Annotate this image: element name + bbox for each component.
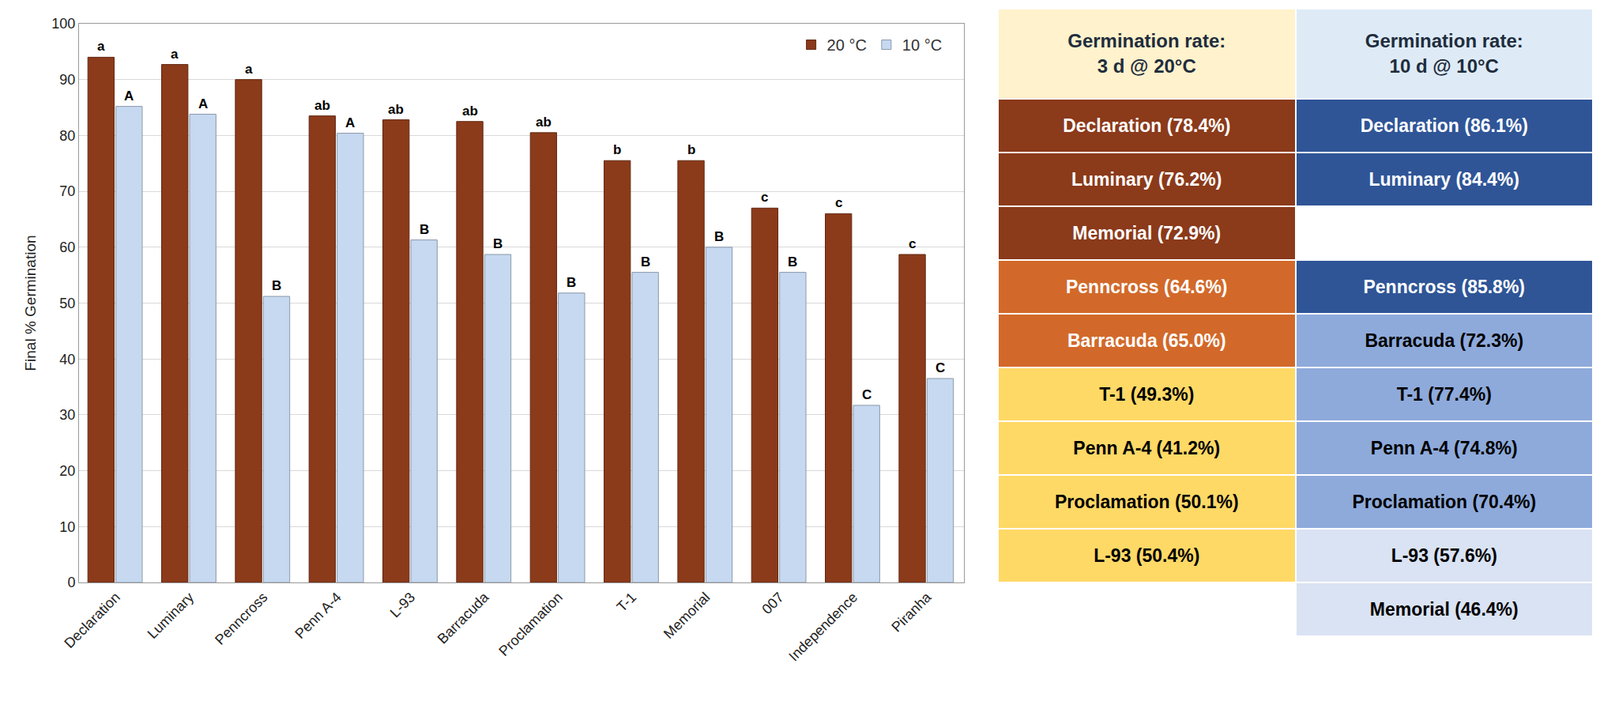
svg-text:c: c [908, 236, 916, 252]
svg-text:A: A [198, 96, 208, 112]
svg-text:B: B [640, 254, 651, 270]
svg-text:100: 100 [51, 15, 76, 32]
svg-text:B: B [787, 254, 798, 270]
svg-text:Barracuda: Barracuda [434, 588, 494, 648]
html-text:Penncross (85.8%): Penncross (85.8%) [1363, 276, 1525, 297]
svg-text:B: B [493, 236, 503, 252]
html-text:L-93 (50.4%): L-93 (50.4%) [1093, 544, 1200, 566]
svg-text:a: a [244, 61, 253, 77]
html-text:Penncross (64.6%): Penncross (64.6%) [1065, 276, 1228, 297]
html-text:Memorial (72.9%): Memorial (72.9%) [1072, 222, 1221, 243]
svg-text:B: B [566, 274, 576, 290]
html-text:Penn A-4 (74.8%): Penn A-4 (74.8%) [1370, 437, 1518, 458]
svg-text:20 °C: 20 °C [827, 36, 867, 54]
svg-text:Piranha: Piranha [888, 588, 936, 636]
svg-text:a: a [170, 46, 179, 62]
svg-text:ab: ab [462, 103, 479, 119]
html-text:Proclamation (50.1%): Proclamation (50.1%) [1054, 491, 1239, 512]
html-text:Declaration (78.4%): Declaration (78.4%) [1062, 114, 1231, 136]
svg-text:T-1: T-1 [613, 589, 640, 616]
html-text:Barracuda (65.0%): Barracuda (65.0%) [1067, 329, 1226, 351]
svg-text:A: A [345, 115, 355, 131]
svg-text:10: 10 [59, 519, 76, 535]
html-text:Luminary (76.2%): Luminary (76.2%) [1071, 168, 1222, 190]
svg-text:c: c [760, 189, 768, 205]
svg-text:b: b [687, 142, 696, 158]
html-text:L-93 (57.6%): L-93 (57.6%) [1391, 544, 1498, 566]
svg-text:c: c [835, 195, 843, 211]
html-text:Germination rate:: Germination rate: [1067, 29, 1226, 52]
svg-text:Penncross: Penncross [211, 589, 271, 648]
html-text:10 d @ 10°C: 10 d @ 10°C [1389, 55, 1499, 77]
svg-text:Final % Germination: Final % Germination [22, 234, 39, 371]
svg-text:ab: ab [535, 114, 552, 130]
svg-text:b: b [613, 142, 622, 158]
html-text:T-1 (77.4%): T-1 (77.4%) [1396, 383, 1492, 405]
svg-text:B: B [714, 229, 724, 245]
svg-text:C: C [862, 387, 872, 403]
svg-text:Independence: Independence [785, 589, 861, 665]
svg-text:B: B [271, 278, 282, 294]
svg-text:Luminary: Luminary [144, 589, 197, 642]
html-text:Barracuda (72.3%): Barracuda (72.3%) [1364, 329, 1524, 351]
svg-text:Proclamation: Proclamation [495, 589, 565, 659]
svg-text:10 °C: 10 °C [902, 36, 942, 54]
svg-text:007: 007 [758, 589, 787, 618]
svg-text:90: 90 [59, 71, 76, 88]
svg-text:Declaration: Declaration [60, 589, 124, 652]
html-text:3 d @ 20°C: 3 d @ 20°C [1097, 55, 1197, 77]
svg-text:A: A [124, 88, 134, 104]
svg-text:ab: ab [314, 97, 331, 113]
html-text:Germination rate:: Germination rate: [1365, 29, 1524, 52]
svg-text:L-93: L-93 [387, 589, 419, 622]
svg-text:a: a [97, 38, 106, 54]
svg-text:ab: ab [387, 101, 404, 117]
svg-text:80: 80 [59, 128, 76, 144]
svg-text:Penn A-4: Penn A-4 [291, 589, 345, 643]
html-text:Memorial (46.4%): Memorial (46.4%) [1369, 598, 1519, 620]
html-text:Declaration (86.1%): Declaration (86.1%) [1360, 114, 1528, 136]
html-text:T-1 (49.3%): T-1 (49.3%) [1099, 383, 1195, 405]
svg-text:C: C [935, 360, 945, 376]
svg-text:30: 30 [59, 406, 76, 423]
svg-text:Memorial: Memorial [660, 589, 713, 642]
svg-text:70: 70 [59, 183, 76, 200]
html-text:Luminary (84.4%): Luminary (84.4%) [1368, 168, 1520, 190]
html-text:Penn A-4 (41.2%): Penn A-4 (41.2%) [1073, 437, 1221, 458]
svg-text:20: 20 [59, 463, 76, 479]
html-text:Proclamation (70.4%): Proclamation (70.4%) [1352, 491, 1537, 512]
svg-text:0: 0 [67, 574, 76, 591]
svg-text:B: B [419, 222, 430, 238]
svg-text:50: 50 [59, 295, 76, 312]
svg-text:60: 60 [59, 239, 76, 256]
svg-text:40: 40 [59, 351, 76, 368]
